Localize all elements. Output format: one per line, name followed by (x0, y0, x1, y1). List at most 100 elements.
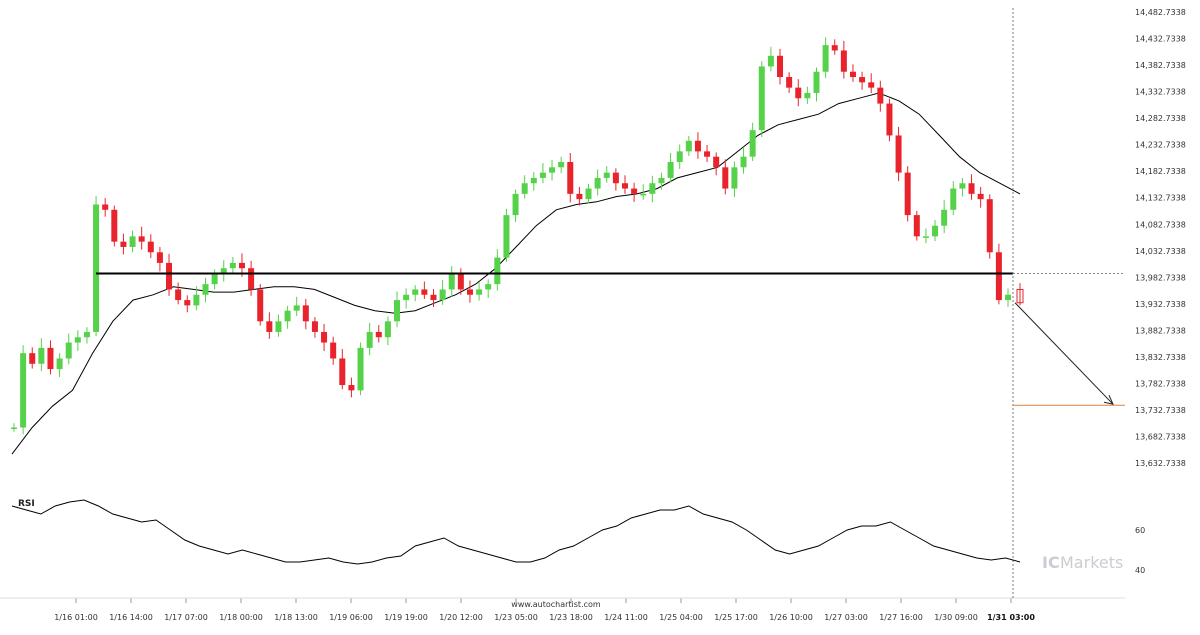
price-tick-label: 14,382.7338 (1135, 61, 1186, 70)
brand-watermark: IC Markets (1042, 553, 1123, 572)
candle-body (220, 268, 227, 274)
candle-body (448, 273, 455, 290)
candle-body (375, 331, 382, 338)
price-tick-label: 13,932.7338 (1135, 300, 1186, 309)
candle-body (904, 172, 911, 216)
candle-body (330, 342, 337, 359)
candle-body (1005, 294, 1011, 301)
candle-body (968, 183, 975, 194)
candle-body (302, 305, 309, 322)
candle-body (758, 66, 765, 131)
candle-body (293, 305, 300, 311)
candle-body (339, 358, 346, 386)
candle-body (485, 284, 492, 290)
candle-body (29, 353, 36, 364)
candle-body (202, 284, 209, 295)
candle-body (74, 337, 81, 343)
candle-body (275, 321, 282, 332)
candle-body (366, 331, 373, 348)
forecast-arrow-shaft (1014, 302, 1114, 405)
candle-body (175, 289, 182, 301)
candle-body (111, 209, 118, 242)
candle-body (156, 252, 163, 263)
candle-body (740, 156, 747, 168)
candle-body (840, 50, 847, 72)
time-tick-label: 1/24 11:00 (604, 613, 648, 622)
candle-body (749, 130, 756, 157)
candle-body (412, 289, 419, 295)
time-tick-label: 1/25 04:00 (659, 613, 703, 622)
candle-body (886, 103, 893, 136)
candle-body (995, 252, 1002, 301)
candle-body (649, 183, 656, 194)
time-tick-label: 1/25 17:00 (714, 613, 758, 622)
candle-body (549, 167, 556, 173)
forecast-arrow-head (1103, 395, 1114, 405)
candle-body (403, 294, 410, 301)
candle-body (129, 236, 136, 247)
candle-body (266, 321, 273, 332)
price-tick-label: 14,282.7338 (1135, 114, 1186, 123)
time-tick-label: 1/17 07:00 (164, 613, 208, 622)
candle-body (612, 172, 619, 184)
time-tick-label: 1/23 05:00 (494, 613, 538, 622)
candle-body (722, 167, 729, 189)
candle-body (558, 162, 565, 168)
price-tick-label: 14,432.7338 (1135, 34, 1186, 43)
candle-body (348, 385, 355, 391)
time-tick-label: 1/30 09:00 (934, 613, 978, 622)
candle-body (120, 241, 127, 247)
rsi-tick-label: 40 (1135, 566, 1145, 575)
price-tick-label: 14,482.7338 (1135, 8, 1186, 17)
brand-prefix: IC (1042, 553, 1060, 572)
candle-body (795, 87, 802, 99)
price-tick-label: 13,782.7338 (1135, 380, 1186, 389)
time-tick-label: 1/27 03:00 (824, 613, 868, 622)
candle-body (248, 268, 255, 290)
time-tick-label: 1/23 18:00 (549, 613, 593, 622)
candle-body (922, 236, 929, 238)
candle-body (238, 262, 245, 269)
candle-body (503, 215, 510, 258)
candle-body (384, 321, 391, 338)
price-tick-label: 14,032.7338 (1135, 247, 1186, 256)
candle-body (457, 273, 464, 290)
candle-body (950, 188, 957, 210)
candle-body (868, 82, 875, 88)
candle-body (603, 172, 610, 178)
time-tick-label: 1/27 16:00 (879, 613, 923, 622)
candle-body (83, 331, 90, 338)
candle-body (767, 55, 774, 67)
candle-body (394, 300, 401, 322)
candle-body (895, 135, 902, 173)
price-tick-label: 13,832.7338 (1135, 353, 1186, 362)
time-tick-label: 1/16 14:00 (109, 613, 153, 622)
candle-body (804, 92, 811, 99)
candle-body (694, 140, 701, 152)
rsi-line (11, 499, 1021, 565)
moving-average-line (11, 92, 1021, 455)
candle-body (430, 294, 437, 301)
candle-body (713, 156, 720, 168)
rsi-panel: RSI 60 40 (11, 499, 1145, 575)
candle-body (20, 353, 27, 428)
moving-average-layer (11, 92, 1021, 455)
candle-body (138, 236, 145, 242)
candle-body (986, 199, 993, 253)
price-tick-label: 13,632.7338 (1135, 459, 1186, 468)
candle-body (494, 257, 501, 285)
candles-layer (11, 37, 1024, 435)
candle-body (786, 77, 793, 88)
price-tick-label: 14,232.7338 (1135, 141, 1186, 150)
candle-body (913, 215, 920, 237)
candle-body (521, 183, 528, 194)
candle-body (877, 87, 884, 104)
price-axis: 14,482.7338 14,432.7338 14,382.7338 14,332.… (1135, 8, 1186, 468)
price-tick-label: 13,982.7338 (1135, 273, 1186, 282)
candle-body (658, 177, 665, 184)
candle-body (676, 151, 683, 162)
time-tick-label: 1/19 19:00 (384, 613, 428, 622)
candle-body (93, 204, 100, 332)
